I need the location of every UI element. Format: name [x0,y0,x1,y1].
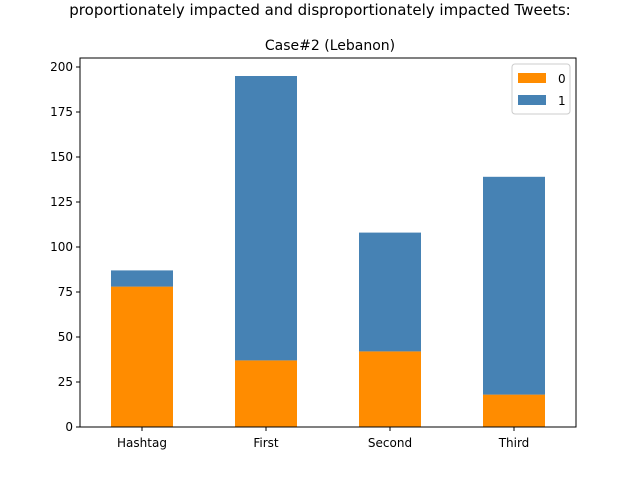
x-tick-label-second: Second [368,436,412,450]
legend-swatch-0 [518,73,546,83]
legend-label-1: 1 [558,94,566,108]
chart-title: Case#2 (Lebanon) [265,38,395,54]
plot-frame [79,57,577,428]
y-tick-label: 0 [65,420,73,434]
y-tick-label: 150 [50,150,73,164]
y-tick-label: 125 [50,195,73,209]
y-tick-label: 175 [50,105,73,119]
legend-label-0: 0 [558,72,566,86]
figure-suptitle: proportionately impacted and disproporti… [69,1,571,19]
bar-first-series-0 [235,360,297,427]
bar-third-series-1 [483,176,545,395]
x-axis: Hashtag First Second Third [117,427,529,450]
y-tick-label: 50 [58,330,73,344]
bar-hashtag-series-1 [111,270,173,287]
x-tick-label-first: First [253,436,279,450]
bar-hashtag-series-0 [111,286,173,427]
y-tick-label: 100 [50,240,73,254]
bar-second-series-1 [359,232,421,352]
bars-layer [111,76,545,427]
y-axis: 0 25 50 75 100 125 150 175 200 [50,60,80,434]
bar-second-series-0 [359,351,421,427]
y-tick-label: 25 [58,375,73,389]
x-tick-label-third: Third [498,436,530,450]
x-tick-label-hashtag: Hashtag [117,436,167,450]
y-tick-label: 75 [58,285,73,299]
bar-first-series-1 [235,76,297,361]
bar-third-series-0 [483,394,545,427]
legend: 01 [511,63,571,115]
legend-swatch-1 [518,95,546,105]
y-tick-label: 200 [50,60,73,74]
